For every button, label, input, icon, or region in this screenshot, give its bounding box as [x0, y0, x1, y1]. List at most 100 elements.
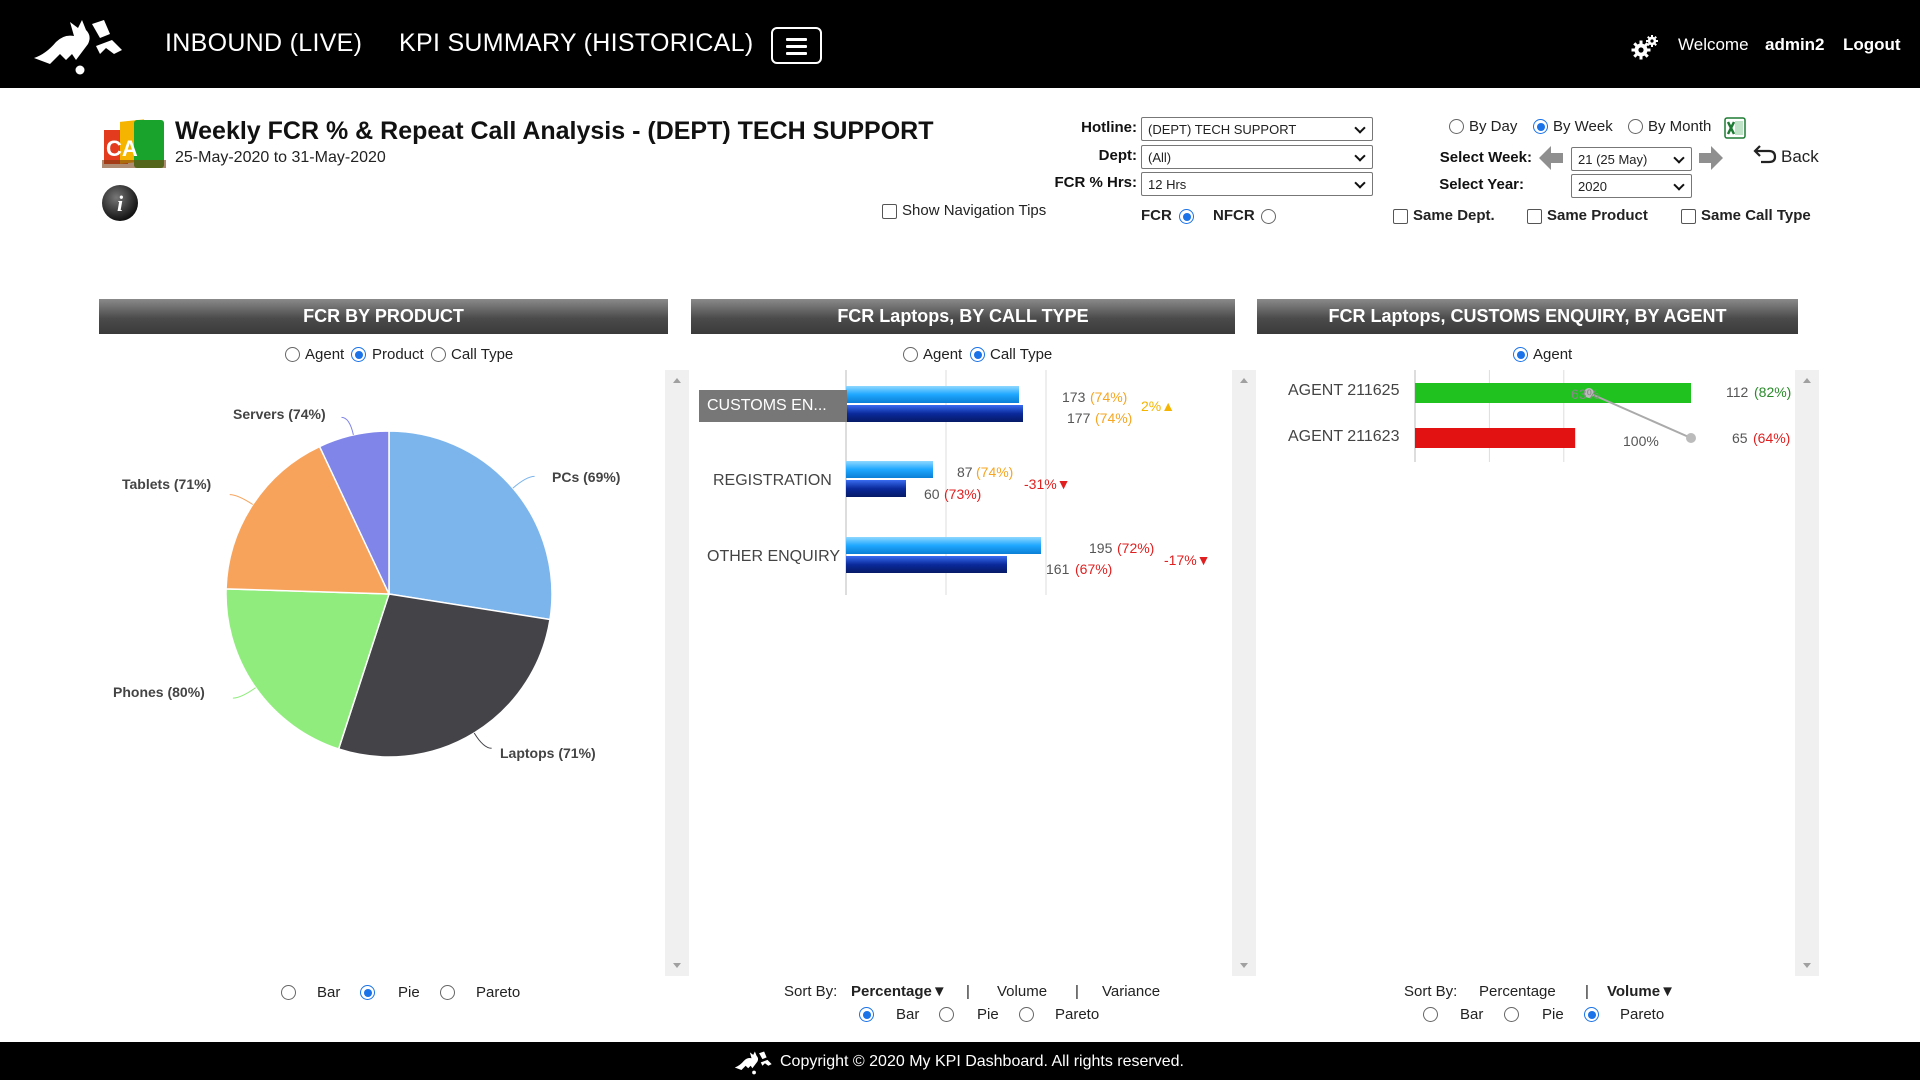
pie-slice-servers	[318, 430, 390, 595]
page-title: Weekly FCR % & Repeat Call Analysis - (D…	[175, 117, 934, 145]
p3-bar-radio[interactable]	[1423, 1007, 1438, 1022]
by-day-label: By Day	[1469, 118, 1518, 135]
p2-sort-percentage[interactable]: Percentage▼	[851, 983, 947, 1000]
hotline-select[interactable]: (DEPT) TECH SUPPORT	[1141, 117, 1373, 141]
select-week-dropdown[interactable]: 21 (25 May)	[1571, 147, 1692, 171]
p2-bar-label: Bar	[896, 1006, 920, 1023]
p1-call-type-label: Call Type	[451, 346, 514, 363]
p1-agent-radio[interactable]	[285, 347, 300, 362]
excel-export-icon[interactable]	[1724, 117, 1746, 139]
p2-scrollbar[interactable]	[1232, 370, 1256, 976]
nav-kpi-summary[interactable]: KPI SUMMARY (HISTORICAL)	[399, 29, 754, 57]
nfcr-radio[interactable]	[1261, 209, 1276, 224]
logout-link[interactable]: Logout	[1843, 35, 1901, 54]
category-other-enquiry[interactable]: OTHER ENQUIRY	[707, 548, 841, 565]
panel-fcr-by-product-header: FCR BY PRODUCT	[99, 299, 668, 334]
p3-agent-label: Agent	[1533, 346, 1573, 363]
bar-current-2	[846, 537, 1041, 554]
back-arrow-icon[interactable]	[1752, 143, 1778, 165]
p2-agent-radio[interactable]	[903, 347, 918, 362]
select-week-label: Select Week:	[1439, 149, 1532, 166]
hotline-label: Hotline:	[1081, 119, 1137, 136]
chevron-down-icon	[1673, 179, 1685, 191]
agent-211625-label[interactable]: AGENT 211625	[1288, 382, 1400, 399]
p2-pie-radio[interactable]	[939, 1007, 954, 1022]
scroll-down-icon[interactable]	[1240, 963, 1248, 968]
scroll-up-icon[interactable]	[1240, 378, 1248, 383]
by-day-radio[interactable]	[1449, 119, 1464, 134]
previous-week-arrow-icon[interactable]	[1537, 144, 1565, 172]
p1-scrollbar[interactable]	[665, 370, 689, 976]
p2-row1-pct2: (74%)	[1095, 410, 1133, 426]
p3-pie-label: Pie	[1542, 1006, 1564, 1023]
scroll-down-icon[interactable]	[1803, 963, 1811, 968]
p2-row2-variance: -31%▼	[1024, 476, 1071, 492]
agent-211623-label[interactable]: AGENT 211623	[1288, 428, 1400, 445]
fcr-hrs-value: 12 Hrs	[1148, 177, 1187, 192]
p3-agent-radio[interactable]	[1513, 347, 1528, 362]
same-dept-label: Same Dept.	[1413, 207, 1495, 224]
agent2-pct: (64%)	[1753, 430, 1791, 446]
pie-connector-tablets	[229, 494, 254, 505]
by-week-radio[interactable]	[1533, 119, 1548, 134]
scroll-down-icon[interactable]	[673, 963, 681, 968]
pareto-point-1	[1686, 433, 1696, 443]
dept-value: (All)	[1148, 150, 1172, 165]
fcr-radio[interactable]	[1179, 209, 1194, 224]
hamburger-menu-button[interactable]	[771, 27, 822, 64]
show-nav-tips-checkbox[interactable]	[882, 204, 897, 219]
category-registration[interactable]: REGISTRATION	[713, 472, 832, 489]
p1-agent-label: Agent	[305, 346, 345, 363]
p1-bar-radio[interactable]	[281, 985, 296, 1000]
p1-pie-radio[interactable]	[360, 985, 375, 1000]
p2-sort-volume[interactable]: Volume	[997, 983, 1048, 1000]
same-call-type-label: Same Call Type	[1701, 207, 1811, 224]
same-call-type-checkbox[interactable]	[1681, 209, 1696, 224]
p3-pareto-radio[interactable]	[1584, 1007, 1599, 1022]
welcome-text: Welcome	[1678, 35, 1749, 54]
pie-slice-tablets	[225, 445, 391, 595]
dept-label: Dept:	[1098, 147, 1137, 164]
p1-pareto-radio[interactable]	[440, 985, 455, 1000]
back-link[interactable]: Back	[1781, 147, 1819, 166]
same-product-checkbox[interactable]	[1527, 209, 1542, 224]
p2-call-type-radio[interactable]	[970, 347, 985, 362]
bar-previous-2	[846, 556, 1007, 573]
same-dept-checkbox[interactable]	[1393, 209, 1408, 224]
scroll-up-icon[interactable]	[1803, 378, 1811, 383]
pie-label-servers: Servers (74%)	[233, 406, 326, 422]
next-week-arrow-icon[interactable]	[1697, 144, 1725, 172]
p3-sort-percentage[interactable]: Percentage	[1479, 983, 1556, 1000]
call-type-bar-chart[interactable]	[691, 370, 1231, 610]
nav-inbound-live[interactable]: INBOUND (LIVE)	[165, 29, 363, 57]
agent2-cumulative: 100%	[1623, 433, 1659, 449]
info-icon[interactable]: i	[101, 184, 139, 222]
product-pie-chart[interactable]	[99, 370, 659, 770]
select-year-dropdown[interactable]: 2020	[1571, 174, 1692, 198]
brand-logo-icon[interactable]	[30, 14, 125, 76]
scroll-up-icon[interactable]	[673, 378, 681, 383]
p3-sort-by-label: Sort By:	[1404, 983, 1458, 1000]
category-customs-enquiry-selected[interactable]: CUSTOMS EN...	[699, 390, 847, 422]
dept-select[interactable]: (All)	[1141, 145, 1373, 169]
agent-bar-chart[interactable]	[1257, 370, 1797, 470]
p2-sort-separator: |	[1075, 983, 1079, 1000]
chevron-down-icon	[1354, 150, 1366, 162]
p2-pareto-radio[interactable]	[1019, 1007, 1034, 1022]
date-range: 25-May-2020 to 31-May-2020	[175, 149, 386, 166]
p3-scrollbar[interactable]	[1795, 370, 1819, 976]
p1-pareto-label: Pareto	[476, 984, 521, 1001]
p1-product-radio[interactable]	[351, 347, 366, 362]
pie-slice-phones	[225, 588, 391, 750]
bar-previous-0	[846, 405, 1023, 422]
p1-call-type-radio[interactable]	[431, 347, 446, 362]
settings-gear-icon[interactable]	[1630, 33, 1660, 61]
p3-sort-volume[interactable]: Volume▼	[1607, 983, 1675, 1000]
p2-bar-radio[interactable]	[859, 1007, 874, 1022]
p3-pie-radio[interactable]	[1504, 1007, 1519, 1022]
pie-label-laptops: Laptops (71%)	[500, 745, 596, 761]
by-month-radio[interactable]	[1628, 119, 1643, 134]
fcr-hrs-select[interactable]: 12 Hrs	[1141, 172, 1373, 196]
p2-row3-pct2: (67%)	[1075, 561, 1113, 577]
p2-sort-variance[interactable]: Variance	[1102, 983, 1161, 1000]
